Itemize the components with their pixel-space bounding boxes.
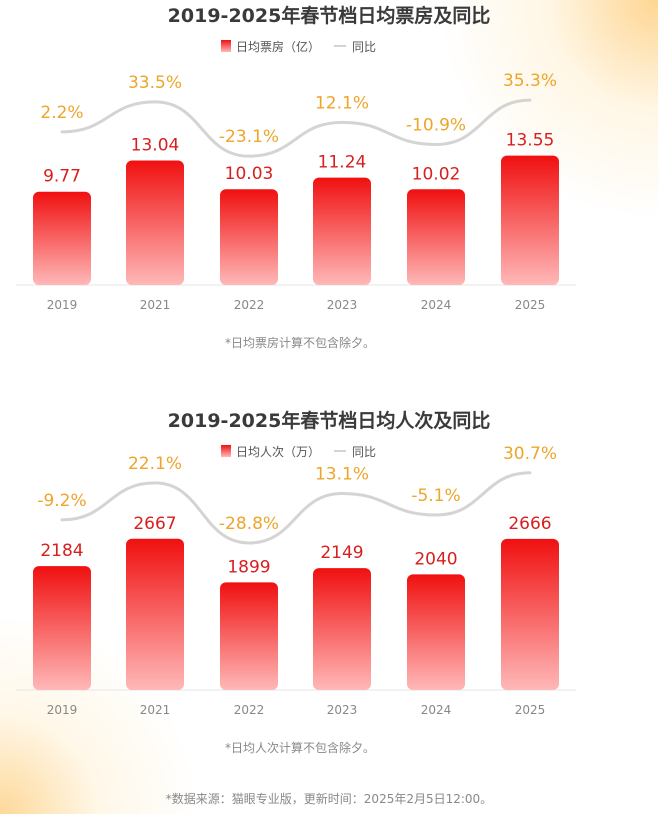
yoy-label: 33.5%: [128, 73, 182, 93]
legend-line-label: 同比: [352, 445, 376, 459]
yoy-label: 12.1%: [315, 93, 369, 113]
yoy-line: [60, 98, 532, 158]
x-tick-label: 2022: [234, 298, 265, 312]
yoy-label: -28.8%: [219, 514, 279, 534]
bar-2023: [313, 177, 371, 285]
bar-value-label: 9.77: [43, 167, 81, 187]
yoy-label: -23.1%: [219, 127, 279, 147]
yoy-line: [60, 471, 532, 545]
x-tick-label: 2021: [140, 298, 171, 312]
yoy-label: 2.2%: [40, 103, 83, 123]
yoy-label: 30.7%: [503, 444, 557, 464]
bar-2023: [313, 568, 371, 690]
yoy-label: 22.1%: [128, 454, 182, 474]
bar-2021: [126, 538, 184, 690]
x-tick-label: 2024: [421, 703, 452, 717]
chart-footnote: *日均人次计算不包含除夕。: [225, 740, 375, 755]
yoy-label: -5.1%: [411, 486, 460, 506]
bar-2022: [220, 582, 278, 690]
x-tick-label: 2021: [140, 703, 171, 717]
x-tick-label: 2019: [47, 298, 78, 312]
bar-value-label: 2040: [414, 549, 457, 569]
x-tick-label: 2022: [234, 703, 265, 717]
bar-2019: [33, 191, 91, 285]
legend-bar-swatch: [221, 40, 231, 52]
chart-title: 2019-2025年春节档日均人次及同比: [168, 409, 491, 432]
x-tick-label: 2025: [515, 703, 546, 717]
bar-value-label: 13.04: [131, 135, 180, 155]
bar-2025: [501, 538, 559, 690]
yoy-label: -9.2%: [37, 491, 86, 511]
bar-2022: [220, 189, 278, 285]
bar-value-label: 13.55: [506, 131, 555, 151]
bar-value-label: 2667: [133, 514, 176, 534]
bar-value-label: 10.02: [412, 164, 461, 184]
legend-bar-swatch: [221, 445, 231, 457]
bar-2024: [407, 574, 465, 690]
legend-bar-label: 日均人次（万）: [236, 445, 320, 459]
x-tick-label: 2023: [327, 703, 358, 717]
bar-value-label: 11.24: [318, 153, 367, 173]
legend-line-label: 同比: [352, 40, 376, 54]
bar-value-label: 2666: [508, 514, 551, 534]
footer-source: *数据来源：猫眼专业版，更新时间：2025年2月5日12:00。: [165, 792, 493, 806]
bar-2025: [501, 155, 559, 285]
bar-2019: [33, 566, 91, 690]
yoy-label: -10.9%: [406, 115, 466, 135]
bar-2024: [407, 189, 465, 285]
chart-footnote: *日均票房计算不包含除夕。: [225, 335, 375, 350]
x-tick-label: 2023: [327, 298, 358, 312]
yoy-label: 13.1%: [315, 465, 369, 485]
bar-2021: [126, 160, 184, 285]
legend-bar-label: 日均票房（亿）: [236, 39, 320, 54]
bar-value-label: 10.03: [225, 164, 274, 184]
x-tick-label: 2025: [515, 298, 546, 312]
chart-title: 2019-2025年春节档日均票房及同比: [168, 4, 491, 27]
x-tick-label: 2019: [47, 703, 78, 717]
bar-value-label: 1899: [227, 557, 270, 577]
bar-value-label: 2149: [320, 543, 363, 563]
bar-value-label: 2184: [40, 541, 83, 561]
yoy-label: 35.3%: [503, 71, 557, 91]
x-tick-label: 2024: [421, 298, 452, 312]
